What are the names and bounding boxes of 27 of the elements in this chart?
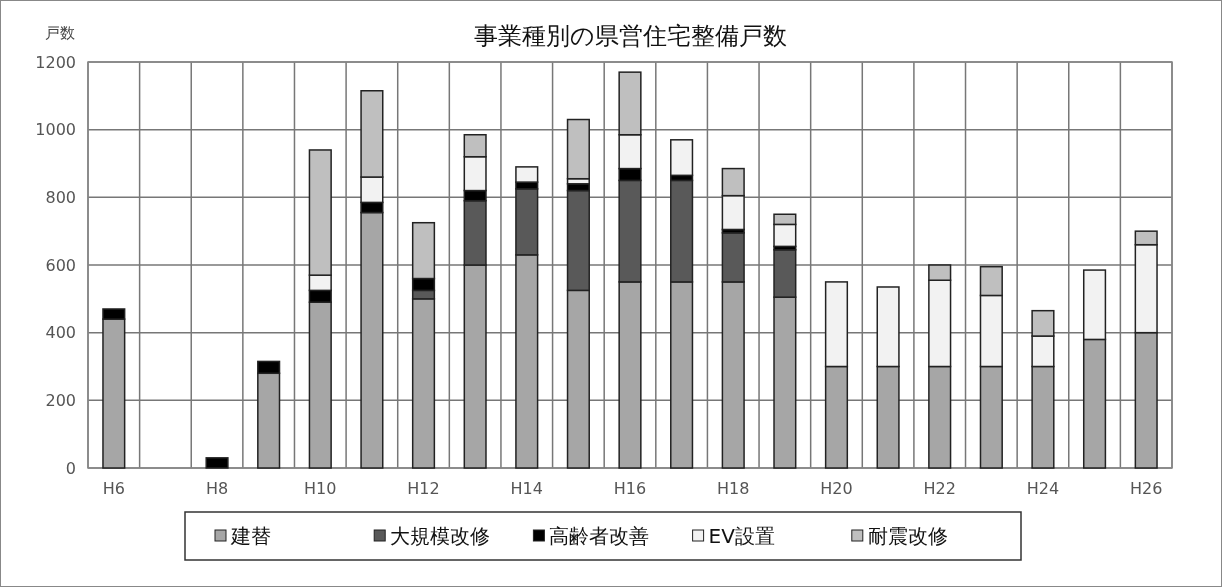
x-tick-label: H10 [304,479,337,498]
y-tick-label: 1200 [35,52,76,72]
legend-label: 建替 [230,524,271,548]
y-tick-label: 0 [65,458,76,478]
legend-label: EV設置 [708,524,775,548]
x-tick-label: H6 [102,479,125,498]
x-tick-label: H20 [820,479,853,498]
chart-title: 事業種別の県営住宅整備戸数 [473,22,787,50]
y-tick-label: 400 [45,323,76,343]
x-tick-label: H22 [923,479,956,498]
bar [205,457,229,469]
bar [670,139,694,177]
x-tick-label: H8 [205,479,229,498]
x-tick-label: H26 [1130,479,1163,498]
y-tick-label: 1000 [35,120,76,140]
legend-label: 大規模改修 [390,524,491,548]
x-tick-label: H14 [510,479,543,498]
legend-label: 耐震改修 [867,524,948,548]
x-tick-label: H12 [407,479,440,498]
x-tick-label: H16 [613,479,647,498]
x-tick-label: H24 [1026,479,1060,498]
y-tick-label: 600 [45,255,76,275]
y-axis-title: 戸数 [45,24,75,42]
y-tick-label: 800 [45,187,76,207]
y-tick-label: 200 [45,390,76,410]
legend-label: 高齢者改善 [549,524,650,548]
x-tick-label: H18 [717,479,750,498]
